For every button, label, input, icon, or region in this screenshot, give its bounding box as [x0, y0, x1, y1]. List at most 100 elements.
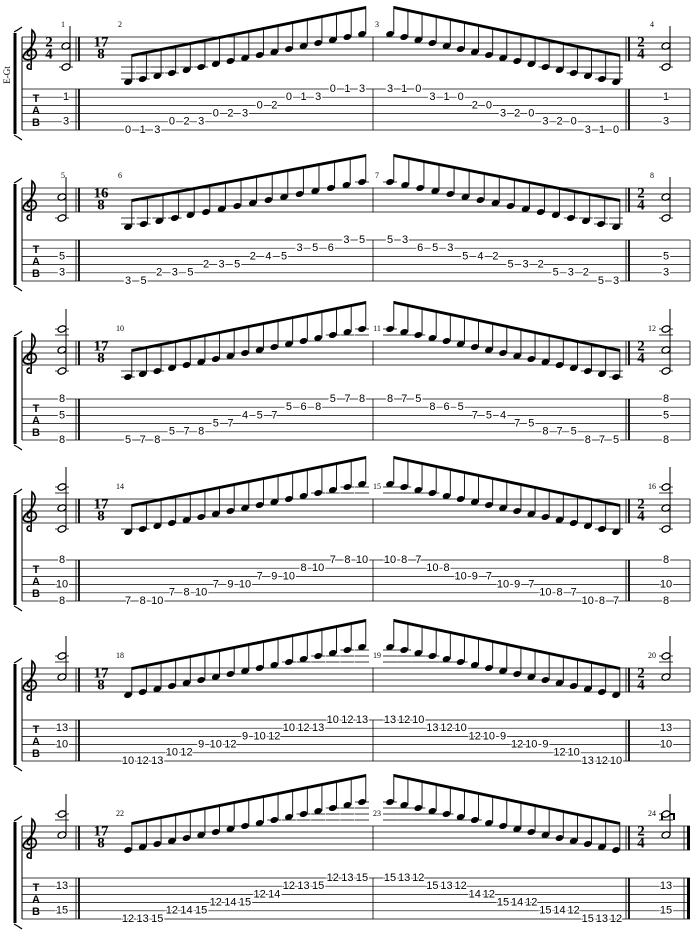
note-head	[241, 504, 249, 512]
tab-fret: 1	[63, 91, 69, 103]
note-head	[612, 528, 620, 536]
half-note	[57, 214, 67, 222]
tab-fret: 15	[582, 913, 594, 925]
tab-fret: 7	[169, 587, 175, 599]
time-signature-bottom: 4	[637, 350, 645, 366]
time-signature-top: 17	[94, 665, 110, 681]
tab-fret: 14	[469, 888, 481, 900]
tab-fret: 5	[613, 434, 619, 446]
note-head	[284, 813, 293, 821]
tab-fret: 13	[582, 755, 594, 767]
tab-fret: 14	[224, 897, 236, 909]
note-head	[299, 337, 308, 345]
note-head	[311, 187, 320, 195]
tab-fret: 3	[297, 242, 303, 254]
tab-fret: 12	[180, 747, 192, 759]
tab-fret: 9	[542, 739, 548, 751]
note-head	[386, 325, 394, 333]
bracket-hook	[13, 177, 23, 184]
tab-fret: 3	[613, 275, 619, 287]
note-head	[124, 78, 132, 86]
note-head	[270, 343, 279, 351]
note-head	[499, 349, 507, 357]
note-head	[527, 60, 536, 68]
note-head	[299, 810, 308, 818]
half-note	[57, 525, 67, 533]
tab-fret: 10	[660, 739, 672, 751]
tab-fret: 12	[440, 722, 452, 734]
time-signature-top: 17	[94, 34, 110, 50]
note-head	[414, 486, 423, 494]
tab-fret: 7	[140, 434, 146, 446]
tab-fret: 12	[268, 730, 280, 742]
note-head	[138, 688, 147, 696]
tab-clef-letter: A	[32, 256, 40, 268]
tab-fret: 8	[344, 554, 350, 566]
note-head	[358, 325, 366, 333]
tab-fret: 15	[426, 880, 438, 892]
half-note	[661, 652, 671, 660]
tab-fret: 5	[663, 250, 669, 262]
beam	[132, 154, 366, 202]
note-head	[153, 367, 162, 375]
note-head	[597, 525, 606, 533]
note-head	[541, 831, 550, 839]
note-head	[326, 184, 335, 192]
measure-number: 6	[118, 171, 122, 180]
tab-fret: 7	[571, 587, 577, 599]
note-head	[521, 205, 530, 213]
time-signature-top: 16	[94, 185, 110, 201]
time-signature-bottom: 8	[97, 508, 105, 524]
note-head	[442, 42, 451, 50]
note-head	[555, 361, 564, 369]
tab-fret: 13	[137, 913, 149, 925]
note-head	[597, 843, 606, 851]
tab-fret: 5	[125, 434, 131, 446]
note-head	[182, 834, 191, 842]
tab-fret: 2	[492, 250, 498, 262]
note-head	[248, 199, 257, 207]
note-head	[499, 822, 507, 830]
note-head	[358, 643, 366, 651]
tab-fret: 9	[198, 739, 204, 751]
tab-clef-letter: A	[32, 105, 40, 117]
tab-fret: 0	[213, 108, 219, 120]
note-head	[569, 69, 578, 77]
tab-fret: 12	[455, 880, 467, 892]
note-head	[358, 798, 366, 806]
note-head	[197, 513, 206, 521]
note-head	[358, 480, 366, 488]
tab-fret: 0	[257, 99, 263, 111]
measure-number: 19	[373, 651, 381, 660]
note-head	[446, 190, 455, 198]
note-head	[182, 679, 191, 687]
tab-fret: 5	[486, 409, 492, 421]
note-head	[255, 501, 264, 509]
tab-fret: 4	[265, 250, 271, 262]
tab-fret: 8	[59, 393, 65, 405]
note-head	[428, 489, 437, 497]
time-signature-bottom: 4	[45, 46, 53, 62]
tab-fret: 3	[242, 108, 248, 120]
tab-fret: 10	[497, 579, 509, 591]
tab-fret: 10	[539, 587, 551, 599]
tab-fret: 6	[443, 401, 449, 413]
note-head	[583, 72, 592, 80]
time-signature-bottom: 4	[637, 197, 645, 213]
note-head	[138, 843, 147, 851]
note-head	[255, 51, 264, 59]
tab-fret: 8	[663, 393, 669, 405]
note-head	[211, 828, 220, 836]
note-head	[299, 42, 308, 50]
half-note	[661, 325, 671, 333]
note-head	[255, 819, 264, 827]
tab-fret: 10	[210, 739, 222, 751]
note-head	[299, 655, 308, 663]
tab-fret: 5	[330, 393, 336, 405]
note-head	[541, 513, 550, 521]
tab-fret: 2	[514, 108, 520, 120]
tab-fret: 12	[341, 714, 353, 726]
tab-fret: 10	[525, 739, 537, 751]
tab-fret: 1	[344, 83, 350, 95]
note-head	[386, 178, 394, 186]
